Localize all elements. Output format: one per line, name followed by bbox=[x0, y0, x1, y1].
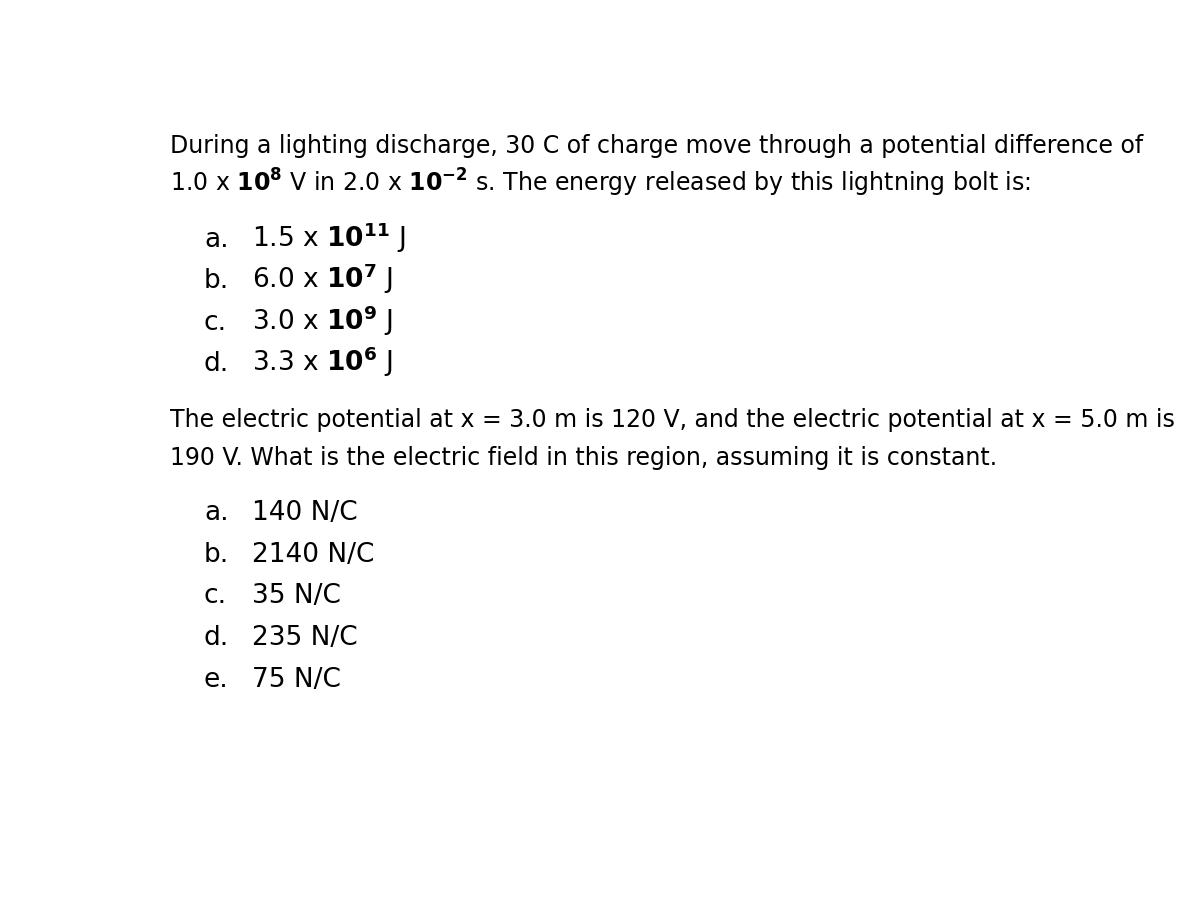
Text: c.: c. bbox=[204, 310, 227, 336]
Text: c.: c. bbox=[204, 583, 227, 609]
Text: a.: a. bbox=[204, 227, 228, 253]
Text: 190 V. What is the electric field in this region, assuming it is constant.: 190 V. What is the electric field in thi… bbox=[170, 446, 997, 470]
Text: 3.3 x $\mathbf{10^{6}}$ J: 3.3 x $\mathbf{10^{6}}$ J bbox=[252, 345, 392, 379]
Text: d.: d. bbox=[204, 626, 229, 651]
Text: d.: d. bbox=[204, 351, 229, 377]
Text: 235 N/C: 235 N/C bbox=[252, 626, 358, 651]
Text: 140 N/C: 140 N/C bbox=[252, 500, 358, 526]
Text: 6.0 x $\mathbf{10^{7}}$ J: 6.0 x $\mathbf{10^{7}}$ J bbox=[252, 262, 392, 296]
Text: 1.5 x $\mathbf{10^{11}}$ J: 1.5 x $\mathbf{10^{11}}$ J bbox=[252, 220, 406, 255]
Text: During a lighting discharge, 30 C of charge move through a potential difference : During a lighting discharge, 30 C of cha… bbox=[170, 134, 1144, 158]
Text: 3.0 x $\mathbf{10^{9}}$ J: 3.0 x $\mathbf{10^{9}}$ J bbox=[252, 303, 392, 338]
Text: e.: e. bbox=[204, 667, 229, 693]
Text: a.: a. bbox=[204, 500, 228, 526]
Text: b.: b. bbox=[204, 268, 229, 294]
Text: 35 N/C: 35 N/C bbox=[252, 583, 341, 609]
Text: 2140 N/C: 2140 N/C bbox=[252, 542, 374, 568]
Text: b.: b. bbox=[204, 542, 229, 568]
Text: The electric potential at x = 3.0 m is 120 V, and the electric potential at x = : The electric potential at x = 3.0 m is 1… bbox=[170, 408, 1175, 432]
Text: 75 N/C: 75 N/C bbox=[252, 667, 341, 693]
Text: 1.0 x $\mathbf{10^{8}}$ V in 2.0 x $\mathbf{10^{-2}}$ s. The energy released by : 1.0 x $\mathbf{10^{8}}$ V in 2.0 x $\mat… bbox=[170, 166, 1031, 199]
